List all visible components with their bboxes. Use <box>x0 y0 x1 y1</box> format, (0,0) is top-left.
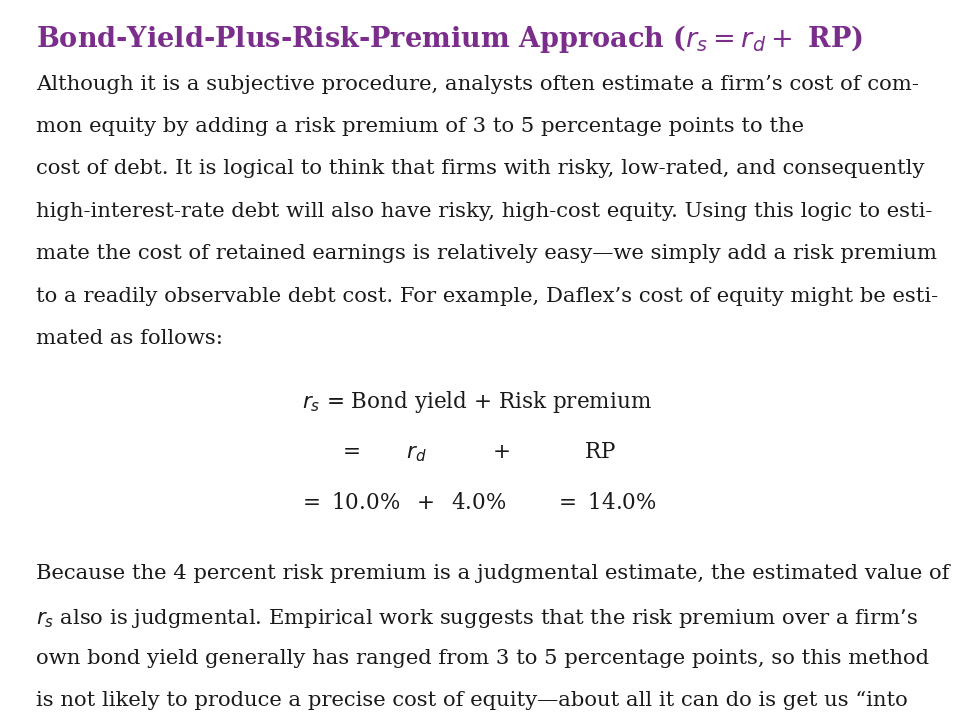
Text: high-interest-rate debt will also have risky, high-cost equity. Using this logic: high-interest-rate debt will also have r… <box>36 202 932 221</box>
Text: $=$ 10.0% $\;+\;$ 4.0% $\quad\quad =$ 14.0%: $=$ 10.0% $\;+\;$ 4.0% $\quad\quad =$ 14… <box>297 491 656 513</box>
Text: mon equity by adding a risk premium of 3 to 5 percentage points to the: mon equity by adding a risk premium of 3… <box>36 117 810 136</box>
Text: Bond-Yield-Plus-Risk-Premium Approach ($r_s = r_d +$ RP): Bond-Yield-Plus-Risk-Premium Approach ($… <box>36 23 862 55</box>
Text: Because the 4 percent risk premium is a judgmental estimate, the estimated value: Because the 4 percent risk premium is a … <box>36 564 949 583</box>
Text: to a readily observable debt cost. For example, Daflex’s cost of equity might be: to a readily observable debt cost. For e… <box>36 286 938 305</box>
Text: $r_s$ = Bond yield $+$ Risk premium: $r_s$ = Bond yield $+$ Risk premium <box>302 389 651 415</box>
Text: is not likely to produce a precise cost of equity—about all it can do is get us : is not likely to produce a precise cost … <box>36 691 907 711</box>
Text: $r_s$ also is judgmental. Empirical work suggests that the risk premium over a f: $r_s$ also is judgmental. Empirical work… <box>36 607 918 629</box>
Text: Although it is a subjective procedure, analysts often estimate a firm’s cost of : Although it is a subjective procedure, a… <box>36 75 918 94</box>
Text: own bond yield generally has ranged from 3 to 5 percentage points, so this metho: own bond yield generally has ranged from… <box>36 649 928 668</box>
Text: mated as follows:: mated as follows: <box>36 329 223 348</box>
Text: $= \quad\quad r_d \quad\quad\quad + \quad\quad\quad$ RP: $= \quad\quad r_d \quad\quad\quad + \qua… <box>337 440 616 464</box>
Text: mate the cost of retained earnings is relatively easy—we simply add a risk premi: mate the cost of retained earnings is re… <box>36 244 936 263</box>
Text: cost of debt. It is logical to think that firms with risky, low-rated, and conse: cost of debt. It is logical to think tha… <box>36 159 923 179</box>
